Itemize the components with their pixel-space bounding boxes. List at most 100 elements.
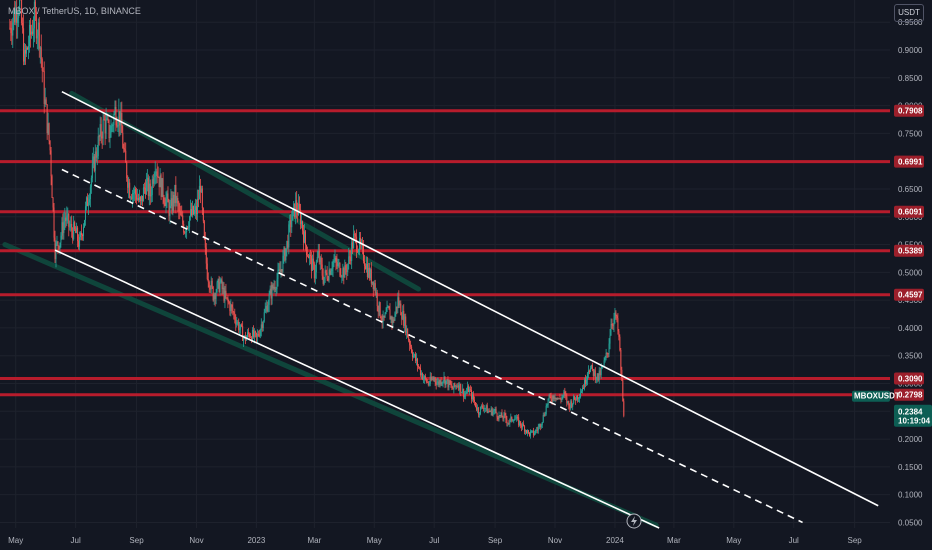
channel-line-lower[interactable] <box>54 249 660 529</box>
candle-body <box>427 382 429 385</box>
candle-body <box>623 401 625 416</box>
candle-body <box>359 237 361 250</box>
candle-body <box>117 125 119 127</box>
channel-line-upper[interactable] <box>61 90 879 507</box>
candle-body <box>575 399 577 401</box>
candle-body <box>397 297 399 309</box>
candle-body <box>164 202 166 206</box>
candle-body <box>402 310 404 320</box>
channel-line-middle[interactable] <box>61 168 803 524</box>
candle-body <box>606 353 608 354</box>
time-tick-label: Jul <box>429 536 439 545</box>
channel-lines[interactable] <box>54 90 879 529</box>
candle-body <box>36 35 38 39</box>
candle-body <box>580 392 582 398</box>
candle-body <box>50 150 52 177</box>
candle-body <box>568 401 570 406</box>
time-tick-label: Jul <box>789 536 799 545</box>
candle-body <box>166 193 168 199</box>
candle-body <box>171 198 173 212</box>
candle-body <box>430 376 432 380</box>
candle-body <box>551 399 553 401</box>
candle-body <box>488 410 490 412</box>
candle-body <box>84 206 86 221</box>
candle-body <box>107 118 109 120</box>
time-axis[interactable]: May Jul Sep Nov 2023 Mar May Jul Sep Nov 2024 Mar Ma… <box>8 536 862 545</box>
candle-body <box>75 229 77 233</box>
candle-body <box>462 388 464 393</box>
price-tick-label: 0.4000 <box>898 324 923 333</box>
candle-body <box>543 415 545 416</box>
candle-body <box>115 106 117 126</box>
candle-body <box>95 151 97 158</box>
candle-body <box>61 222 63 236</box>
currency-button[interactable]: USDT <box>894 4 924 22</box>
candle-body <box>372 281 374 290</box>
candle-body <box>454 383 456 387</box>
candle-body <box>302 221 304 231</box>
candle-body <box>426 382 428 383</box>
candle-body <box>327 278 329 281</box>
candle-body <box>616 316 618 319</box>
candle-body <box>271 285 273 299</box>
candle-body <box>330 270 332 275</box>
time-tick-label: Nov <box>189 536 203 545</box>
candle-body <box>198 185 200 200</box>
lightning-icon[interactable] <box>631 516 637 526</box>
candle-body <box>218 279 220 292</box>
candle-body <box>534 430 536 434</box>
candle-body <box>208 282 210 288</box>
candle-body <box>420 373 422 375</box>
candle-body <box>48 123 50 141</box>
candle-body <box>234 313 236 320</box>
candle-body <box>175 184 177 203</box>
candle-body <box>346 269 348 273</box>
candle-body <box>447 379 449 388</box>
candle-body <box>437 381 439 383</box>
candle-body <box>145 181 147 195</box>
candle-body <box>241 324 243 327</box>
time-tick-label: Sep <box>129 536 144 545</box>
candle-body <box>438 381 440 385</box>
candle-body <box>391 316 393 324</box>
horizontal-levels[interactable] <box>0 109 890 397</box>
candle-body <box>428 383 430 385</box>
candle-body <box>405 316 407 334</box>
candle-body <box>93 156 95 171</box>
candle-body <box>386 306 388 312</box>
candle-body <box>130 197 132 199</box>
candle-body <box>494 408 496 411</box>
candle-body <box>342 268 344 277</box>
candle-body <box>281 269 283 272</box>
candle-body <box>570 401 572 409</box>
price-tick-label: 0.8500 <box>898 74 923 83</box>
candle-body <box>232 307 234 313</box>
candle-body <box>314 272 316 279</box>
candle-body <box>463 388 465 398</box>
candle-body <box>479 406 481 414</box>
level-label: 0.6091 <box>898 208 923 217</box>
candle-body <box>335 257 337 262</box>
candle-body <box>499 415 501 417</box>
candle-body <box>270 288 272 299</box>
candle-body <box>137 198 139 200</box>
candle-body <box>292 208 294 221</box>
candle-body <box>503 413 505 419</box>
candle-body <box>410 345 412 347</box>
event-marker[interactable] <box>626 513 642 529</box>
candle-body <box>104 119 106 134</box>
candle-body <box>467 386 469 392</box>
candle-body <box>311 258 313 271</box>
candle-body <box>282 255 284 272</box>
price-tick-label: 0.9500 <box>898 18 923 27</box>
candle-body <box>544 414 546 416</box>
candle-body <box>513 420 515 422</box>
time-tick-label: May <box>367 536 382 545</box>
candle-body <box>41 59 43 71</box>
candle-body <box>248 332 250 335</box>
candle-body <box>45 99 47 105</box>
candle-body <box>69 226 71 228</box>
candle-body <box>620 349 622 370</box>
candle-body <box>474 402 476 407</box>
